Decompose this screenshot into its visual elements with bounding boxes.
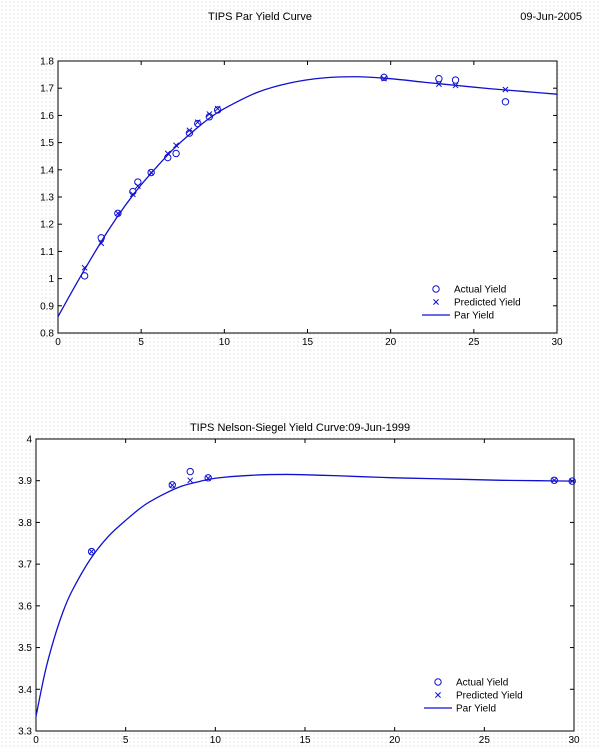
y-tick-label: 3.3 bbox=[18, 727, 32, 738]
legend-circle-swatch bbox=[432, 285, 440, 293]
x-tick-label: 10 bbox=[219, 337, 231, 348]
actual-yield-point bbox=[172, 149, 180, 158]
legend-circle-swatch bbox=[434, 678, 442, 686]
x-tick-label: 25 bbox=[468, 337, 480, 348]
y-tick-label: 1.7 bbox=[40, 84, 54, 95]
y-tick-label: 1.8 bbox=[40, 57, 54, 68]
x-tick-label: 20 bbox=[389, 735, 401, 746]
actual-yield-point bbox=[87, 547, 96, 556]
predicted-yield-point bbox=[169, 482, 176, 489]
y-tick-label: 1.4 bbox=[40, 165, 54, 176]
x-tick-label: 15 bbox=[302, 337, 314, 348]
predicted-yield-point bbox=[187, 477, 194, 484]
predicted-yield-point bbox=[214, 105, 221, 112]
y-tick-label: 3.7 bbox=[18, 560, 32, 571]
actual-yield-point bbox=[501, 98, 510, 106]
chart-2: TIPS Nelson-Siegel Yield Curve:09-Jun-19… bbox=[18, 422, 580, 746]
legend-label: Actual Yield bbox=[454, 285, 506, 296]
legend-label: Actual Yield bbox=[456, 678, 508, 689]
plot-area bbox=[36, 439, 574, 731]
par-yield-line bbox=[57, 76, 558, 317]
actual-yield-point bbox=[186, 467, 194, 476]
predicted-yield-point bbox=[114, 210, 121, 217]
y-tick-label: 3.5 bbox=[18, 643, 32, 654]
x-tick-label: 15 bbox=[299, 735, 311, 746]
actual-yield-point bbox=[435, 74, 443, 83]
x-tick-label: 5 bbox=[123, 735, 129, 746]
actual-yield-point bbox=[134, 178, 142, 186]
legend-label: Predicted Yield bbox=[454, 298, 521, 309]
predicted-yield-point bbox=[194, 119, 201, 126]
predicted-yield-point bbox=[134, 183, 141, 190]
legend-label: Par Yield bbox=[456, 704, 496, 715]
y-tick-label: 1.6 bbox=[40, 111, 54, 122]
predicted-yield-point bbox=[173, 142, 180, 149]
predicted-yield-point bbox=[88, 548, 95, 555]
y-tick-label: 1.3 bbox=[40, 193, 54, 204]
y-tick-label: 4 bbox=[26, 435, 32, 446]
plot-area bbox=[58, 61, 557, 333]
chart-title: TIPS Par Yield Curve bbox=[208, 11, 312, 23]
predicted-yield-point bbox=[164, 150, 171, 157]
y-tick-label: 0.8 bbox=[40, 329, 54, 340]
x-tick-label: 0 bbox=[33, 735, 39, 746]
y-tick-label: 1.5 bbox=[40, 138, 54, 149]
y-tick-label: 1.1 bbox=[40, 247, 54, 258]
x-tick-label: 20 bbox=[385, 337, 397, 348]
y-tick-label: 1.2 bbox=[40, 220, 54, 231]
y-tick-label: 1 bbox=[48, 274, 54, 285]
x-tick-label: 0 bbox=[55, 337, 61, 348]
y-tick-label: 3.9 bbox=[18, 476, 32, 487]
legend-label: Par Yield bbox=[454, 311, 494, 322]
actual-yield-point bbox=[168, 481, 176, 489]
actual-yield-point bbox=[451, 76, 460, 84]
actual-yield-point bbox=[147, 168, 155, 177]
y-tick-label: 3.6 bbox=[18, 601, 32, 612]
x-tick-label: 30 bbox=[551, 337, 563, 348]
legend-label: Predicted Yield bbox=[456, 691, 523, 702]
chart-date-label: 09-Jun-2005 bbox=[520, 11, 582, 23]
x-tick-label: 30 bbox=[568, 735, 580, 746]
x-tick-label: 5 bbox=[138, 337, 144, 348]
x-tick-label: 10 bbox=[210, 735, 222, 746]
predicted-yield-point bbox=[186, 127, 193, 134]
chart-1: TIPS Par Yield Curve 09-Jun-2005 0 5 10 15 20 2… bbox=[40, 11, 582, 348]
chart-title: TIPS Nelson-Siegel Yield Curve:09-Jun-19… bbox=[190, 422, 410, 434]
y-tick-label: 0.9 bbox=[40, 301, 54, 312]
actual-yield-point bbox=[204, 474, 212, 482]
y-tick-label: 3.8 bbox=[18, 518, 32, 529]
legend-x-swatch bbox=[433, 299, 439, 305]
predicted-yield-point bbox=[206, 111, 213, 117]
legend: Actual Yield Predicted Yield Par Yield bbox=[424, 678, 523, 715]
legend: Actual Yield Predicted Yield Par Yield bbox=[422, 285, 521, 322]
par-yield-line bbox=[35, 473, 575, 717]
legend-x-swatch bbox=[435, 692, 441, 698]
y-tick-label: 3.4 bbox=[18, 685, 32, 696]
x-tick-label: 25 bbox=[479, 735, 491, 746]
